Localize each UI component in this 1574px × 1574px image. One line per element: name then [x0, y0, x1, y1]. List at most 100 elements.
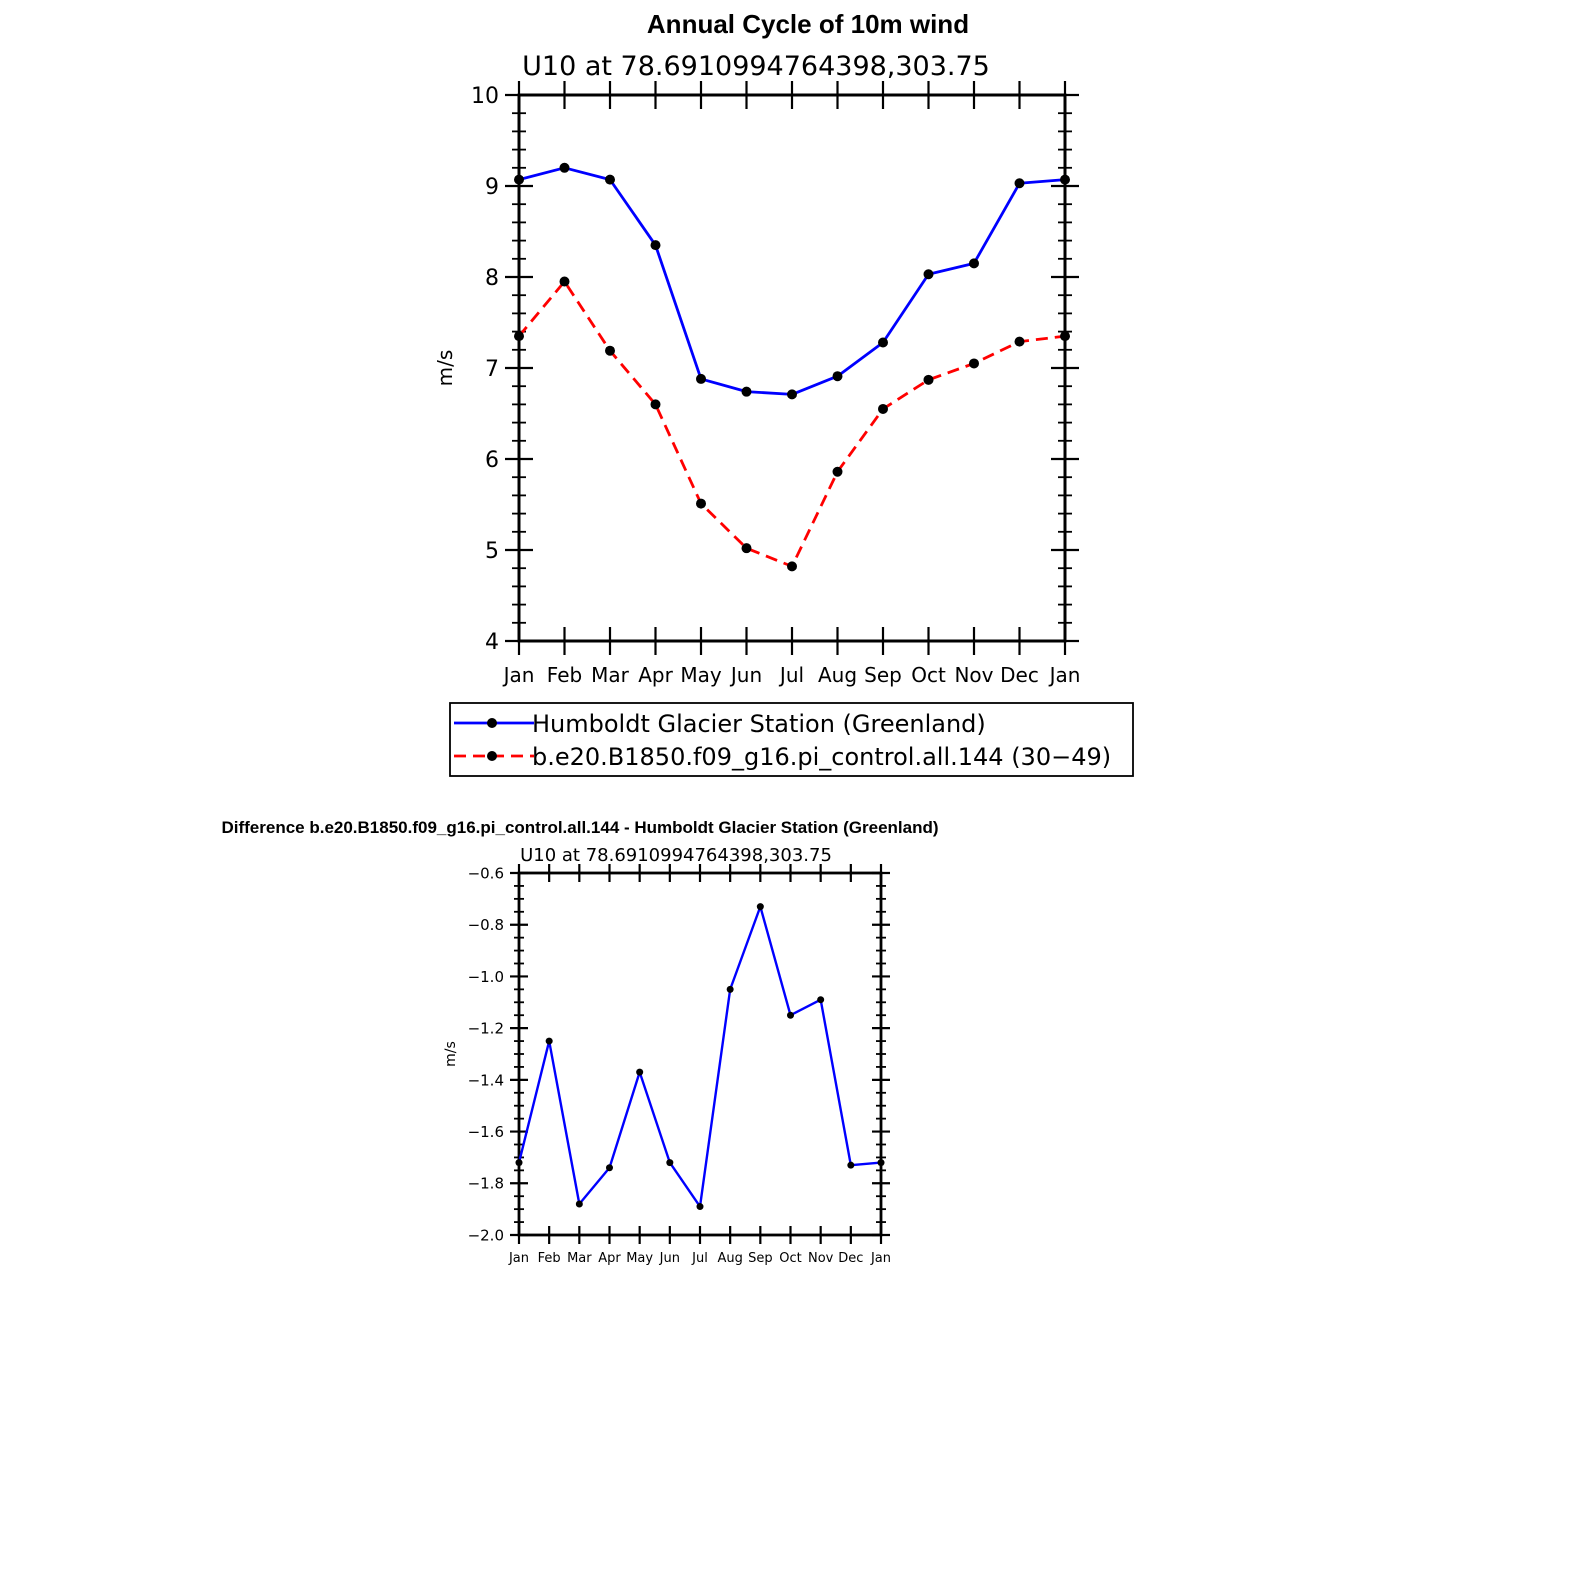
chart-subtitle: U10 at 78.6910994764398,303.75 [522, 51, 990, 82]
chart-title: Difference b.e20.B1850.f09_g16.pi_contro… [221, 818, 938, 837]
x-tick-label: Jan [508, 1251, 529, 1266]
x-tick-label: Oct [911, 663, 946, 687]
data-point [696, 498, 706, 509]
y-tick-label: −1.0 [468, 968, 504, 986]
data-point [787, 389, 797, 400]
data-point [545, 1037, 553, 1045]
legend-marker [487, 718, 497, 728]
x-tick-label: Sep [748, 1251, 773, 1266]
legend-marker [487, 751, 497, 761]
data-point [559, 276, 570, 287]
data-point [817, 996, 825, 1004]
data-point [605, 174, 615, 185]
y-tick-label: −0.8 [468, 916, 504, 934]
y-tick-label: 9 [485, 175, 499, 200]
data-point [696, 1203, 704, 1211]
data-point [969, 258, 979, 269]
x-tick-label: Nov [954, 663, 993, 687]
y-axis-label: m/s [433, 350, 457, 387]
x-tick-label: Aug [818, 663, 857, 687]
x-tick-label: Jan [870, 1251, 891, 1266]
x-tick-label: Jan [1048, 663, 1081, 687]
series-1 [515, 903, 885, 1211]
series-2 [514, 276, 1070, 572]
y-tick-label: −1.4 [468, 1071, 504, 1089]
data-point [605, 345, 615, 356]
data-point [923, 374, 934, 385]
x-tick-label: Jul [691, 1251, 708, 1266]
legend-label: b.e20.B1850.f09_g16.pi_control.all.144 (… [532, 743, 1111, 771]
x-tick-label: May [680, 663, 722, 687]
chart-title: Annual Cycle of 10m wind [647, 9, 969, 39]
x-tick-label: Dec [1000, 663, 1039, 687]
series-line [517, 905, 882, 1208]
data-point [1014, 178, 1025, 189]
data-point [741, 543, 752, 554]
data-point [832, 371, 843, 382]
data-point [877, 1159, 885, 1167]
chart-subtitle: U10 at 78.6910994764398,303.75 [520, 845, 832, 866]
data-point [636, 1068, 644, 1076]
y-axis-label: m/s [443, 1041, 459, 1067]
data-point [1060, 331, 1070, 342]
y-tick-label: 7 [485, 357, 499, 382]
y-tick-label: −2.0 [468, 1226, 504, 1244]
x-tick-label: Nov [808, 1251, 834, 1266]
x-tick-label: Jan [502, 663, 535, 687]
series-1 [514, 162, 1070, 400]
y-tick-label: −1.6 [468, 1123, 504, 1141]
data-point [1060, 174, 1070, 185]
data-point [969, 358, 979, 369]
data-point [514, 174, 524, 185]
data-point [650, 240, 661, 251]
data-point [514, 331, 524, 342]
data-point [575, 1200, 583, 1208]
series-line [517, 280, 1066, 568]
data-point [726, 985, 734, 993]
x-tick-label: Aug [717, 1251, 742, 1266]
chart-2: Difference b.e20.B1850.f09_g16.pi_contro… [221, 818, 938, 1266]
data-point [515, 1159, 523, 1167]
x-tick-label: Feb [538, 1251, 561, 1266]
y-tick-label: 4 [485, 630, 499, 655]
data-point [606, 1164, 613, 1172]
y-tick-label: 6 [485, 448, 499, 473]
y-tick-label: −1.8 [468, 1175, 504, 1193]
legend: Humboldt Glacier Station (Greenland) b.e2… [449, 702, 1134, 777]
data-point [650, 399, 661, 410]
data-point [832, 466, 843, 477]
data-point [666, 1159, 674, 1167]
x-tick-label: May [626, 1251, 653, 1266]
data-point [878, 337, 888, 348]
data-point [787, 561, 797, 572]
x-tick-label: Mar [591, 663, 630, 687]
data-point [559, 162, 570, 173]
x-tick-label: Jun [729, 663, 762, 687]
legend-box [449, 702, 1134, 777]
plot-frame [517, 871, 883, 1237]
series-line [518, 166, 1066, 396]
y-tick-label: 10 [471, 84, 499, 109]
x-tick-label: Apr [638, 663, 673, 687]
chart-1: Annual Cycle of 10m wind U10 at 78.691099… [433, 9, 1134, 777]
data-point [847, 1161, 855, 1169]
y-tick-label: −0.6 [468, 864, 504, 882]
x-tick-label: Jun [659, 1251, 680, 1266]
y-tick-label: −1.2 [468, 1020, 504, 1038]
y-tick-label: 5 [485, 539, 499, 564]
data-point [923, 269, 934, 280]
x-tick-label: Apr [598, 1251, 621, 1266]
data-point [878, 403, 888, 414]
x-tick-label: Feb [547, 663, 582, 687]
data-point [1014, 336, 1025, 347]
x-tick-label: Mar [567, 1251, 592, 1266]
data-point [787, 1011, 794, 1019]
x-tick-label: Dec [838, 1251, 863, 1266]
data-point [741, 386, 752, 397]
legend-label: Humboldt Glacier Station (Greenland) [532, 710, 986, 738]
data-point [756, 903, 764, 911]
x-tick-label: Sep [864, 663, 902, 687]
data-point [696, 373, 706, 384]
x-tick-label: Jul [778, 663, 804, 687]
